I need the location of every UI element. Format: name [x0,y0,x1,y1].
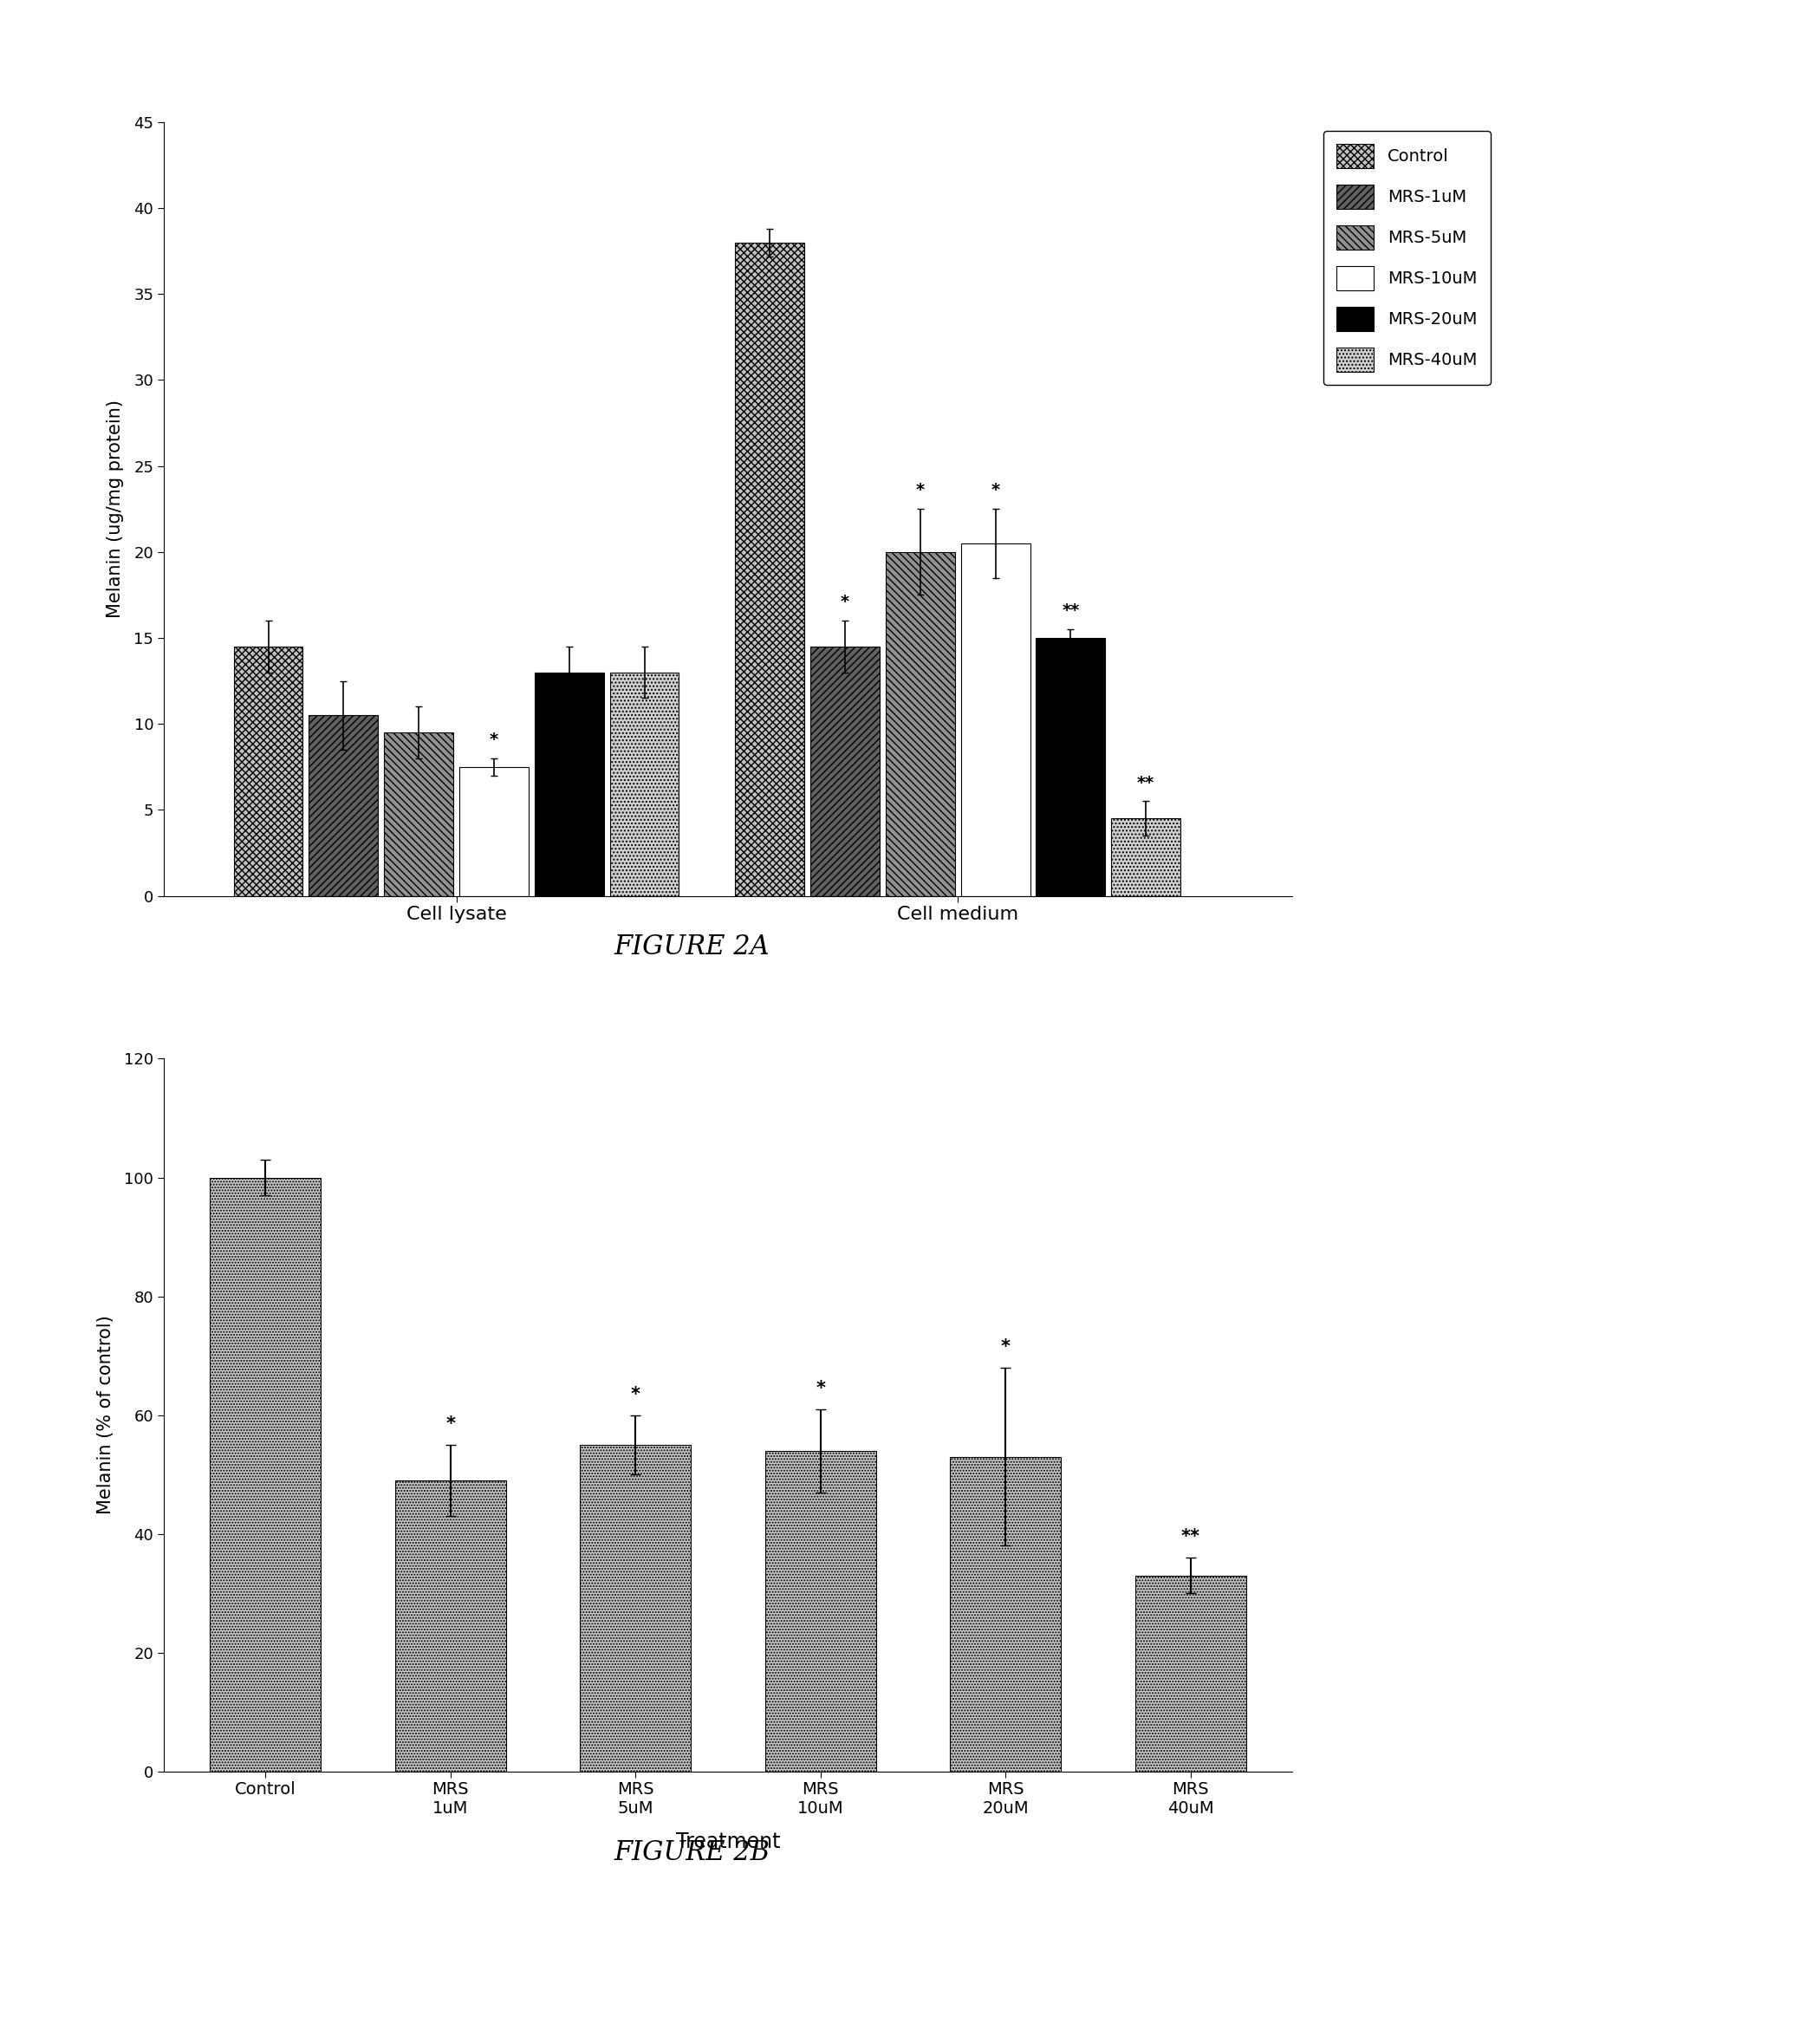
Bar [886,552,956,896]
Bar [459,768,528,896]
X-axis label: Treatment: Treatment [675,1832,781,1853]
Bar [1136,1576,1247,1771]
Text: **: ** [1061,603,1079,619]
Bar [209,1177,320,1771]
Legend: Control, MRS-1uM, MRS-5uM, MRS-10uM, MRS-20uM, MRS-40uM: Control, MRS-1uM, MRS-5uM, MRS-10uM, MRS… [1323,130,1491,385]
Bar [395,1480,506,1771]
Bar [535,672,604,896]
Text: *: * [992,483,999,499]
Bar [581,1446,692,1771]
Bar [1036,637,1105,896]
Text: *: * [446,1415,455,1433]
Text: FIGURE 2B: FIGURE 2B [613,1839,770,1867]
Text: *: * [915,483,925,499]
Bar [950,1456,1061,1771]
Bar [961,544,1030,896]
Bar [384,733,453,896]
Y-axis label: Melanin (ug/mg protein): Melanin (ug/mg protein) [107,399,124,619]
Bar [1112,818,1181,896]
Bar [309,715,379,896]
Bar [735,242,804,896]
Bar [810,647,879,896]
Text: *: * [1001,1338,1010,1356]
Text: FIGURE 2A: FIGURE 2A [613,932,770,961]
Bar [764,1450,875,1771]
Text: *: * [815,1380,824,1397]
Text: **: ** [1138,774,1154,790]
Text: **: ** [1181,1529,1199,1545]
Bar [233,647,302,896]
Y-axis label: Melanin (% of control): Melanin (% of control) [96,1315,115,1515]
Bar [610,672,679,896]
Text: *: * [841,595,850,611]
Text: *: * [490,731,499,747]
Text: *: * [632,1387,641,1403]
